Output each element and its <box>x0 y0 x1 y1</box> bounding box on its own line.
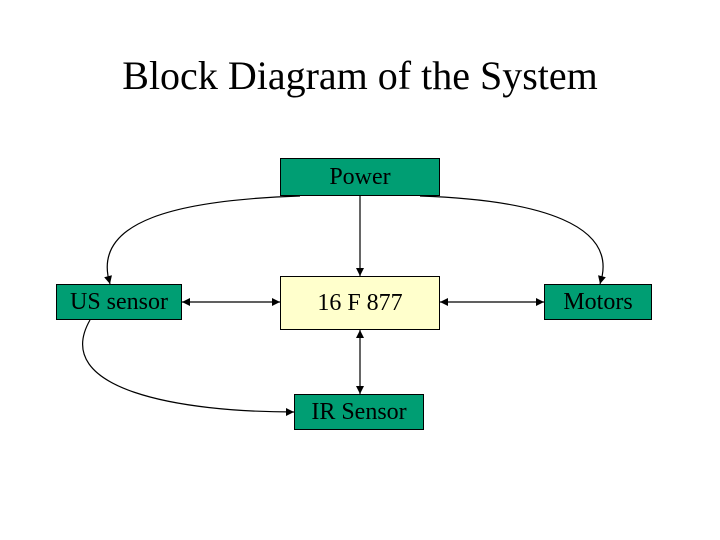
node-us-sensor: US sensor <box>56 284 182 320</box>
node-label: Power <box>329 164 390 191</box>
node-ir-sensor: IR Sensor <box>294 394 424 430</box>
node-motors: Motors <box>544 284 652 320</box>
node-label: US sensor <box>70 289 168 316</box>
node-label: IR Sensor <box>311 399 406 426</box>
page-title: Block Diagram of the System <box>0 52 720 99</box>
node-power: Power <box>280 158 440 196</box>
diagram-canvas: Block Diagram of the System Power 16 F 8… <box>0 0 720 540</box>
node-label: 16 F 877 <box>317 290 402 317</box>
node-label: Motors <box>563 289 632 316</box>
node-mcu: 16 F 877 <box>280 276 440 330</box>
